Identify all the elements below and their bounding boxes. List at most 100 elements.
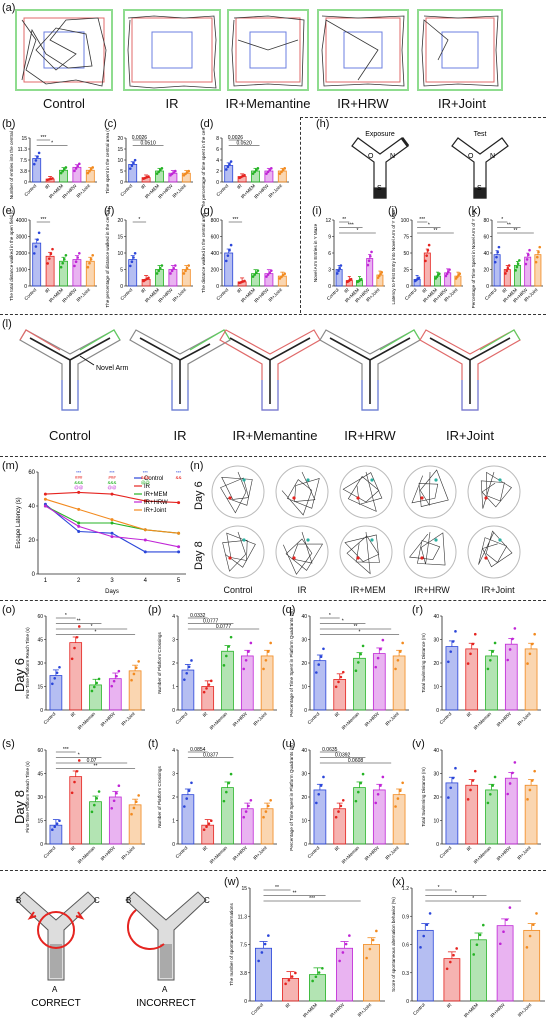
data-point — [379, 647, 382, 651]
group-label-n-3: IR+HRW — [414, 585, 450, 595]
swim-path — [344, 531, 380, 575]
data-point — [59, 171, 63, 175]
data-point — [497, 245, 501, 249]
significance-annotation: ### — [75, 475, 83, 480]
x-tick-label: 1 — [44, 578, 48, 584]
ymaze-w-arm-a: A — [52, 985, 58, 994]
x-tick-label: Control — [439, 845, 453, 859]
panel-letter-u: (u) — [282, 738, 296, 750]
panel-letter-d: (d) — [200, 118, 214, 130]
series-point — [177, 501, 181, 505]
start-marker — [498, 478, 502, 482]
significance-annotation: 0.0608 — [348, 758, 364, 764]
ymaze-alternation-diagram: B C A B C A CORRECT INCORRECT — [15, 891, 210, 1009]
data-point — [76, 164, 80, 168]
group-label-n-2: IR+MEM — [350, 585, 386, 595]
data-point — [530, 779, 534, 782]
group-label-a-3: IR+HRW — [337, 96, 389, 111]
data-point — [36, 155, 39, 158]
bar — [366, 258, 374, 287]
x-tick-label: IR+Joint — [120, 845, 136, 861]
open-field-arena-joint — [417, 9, 503, 91]
y-tick-label: 10 — [301, 685, 307, 691]
bar — [221, 650, 234, 711]
bar — [108, 678, 122, 711]
x-tick-label: IR — [70, 711, 77, 718]
group-label-a-4: IR+Joint — [437, 96, 487, 111]
ymaze-correct — [15, 891, 97, 981]
data-point — [360, 277, 363, 281]
data-point — [207, 822, 211, 825]
data-point — [89, 168, 93, 171]
data-point — [319, 655, 323, 659]
chart-u: 0 10 20 30 40 Percentage of Time Spent in Pla… — [289, 743, 409, 865]
panel-letter-f: (f) — [104, 205, 115, 217]
data-point — [496, 250, 500, 254]
group-label-a-1: IR — [165, 96, 179, 111]
ymaze-track-ir — [129, 329, 231, 411]
x-tick-label: IR — [466, 845, 473, 852]
data-point — [375, 929, 378, 933]
data-point — [256, 167, 260, 170]
data-point — [46, 262, 49, 265]
data-point — [205, 825, 208, 829]
data-point — [225, 790, 228, 794]
data-point — [478, 933, 482, 937]
data-point — [260, 951, 264, 954]
data-point — [507, 264, 511, 267]
data-point — [32, 162, 36, 166]
data-point — [262, 815, 265, 819]
y-tick-label: 1 — [172, 685, 175, 691]
y-tick-label: 1.2 — [402, 886, 409, 892]
y-tick-label: 60 — [37, 614, 43, 620]
y-tick-label: 40 — [28, 504, 35, 510]
ymaze-exposure-label: Exposure — [365, 131, 395, 138]
data-point — [224, 168, 228, 171]
significance-annotation: ** — [293, 891, 297, 897]
y-tick-label: 3 — [328, 268, 331, 274]
data-point — [367, 259, 371, 262]
data-point — [128, 167, 132, 170]
start-marker — [434, 538, 438, 542]
data-point — [207, 683, 211, 686]
data-point — [190, 659, 193, 662]
pool-circle — [211, 525, 265, 579]
data-point — [89, 257, 93, 261]
data-point — [317, 971, 321, 974]
data-point — [247, 804, 250, 808]
y-tick-label: 20 — [28, 538, 35, 544]
significance-annotation: *** — [109, 470, 114, 475]
data-point — [74, 167, 78, 170]
data-point — [515, 265, 519, 269]
data-point — [531, 923, 535, 927]
data-point — [339, 804, 343, 808]
start-marker — [370, 478, 374, 482]
y-tick-label: 75 — [403, 235, 409, 241]
significance-annotation: 0.0777 — [216, 624, 232, 630]
x-tick-label: IR+HRW — [329, 1002, 346, 1019]
data-point — [93, 685, 96, 689]
significance-annotation: *** — [309, 896, 315, 902]
data-point — [514, 269, 517, 272]
data-point — [491, 784, 494, 787]
data-point — [264, 658, 268, 662]
x-tick-label: IR — [284, 1002, 291, 1009]
bar — [282, 978, 300, 1002]
pool-circle — [403, 465, 457, 519]
y-tick-label: 0 — [172, 708, 175, 714]
swim-path — [478, 530, 513, 568]
bar — [72, 166, 82, 183]
x-tick-label: IR+Joint — [75, 287, 91, 303]
data-point — [337, 810, 340, 813]
data-point — [394, 805, 397, 808]
data-point — [115, 674, 118, 678]
data-point — [369, 255, 372, 258]
data-point — [357, 661, 360, 664]
data-point — [287, 978, 291, 982]
y-tick-label: 15 — [21, 136, 27, 142]
data-point — [455, 947, 458, 950]
end-marker — [484, 556, 488, 560]
water-maze-tracks — [211, 465, 521, 579]
y-axis-label: The percentage of distance walked in the… — [105, 210, 110, 308]
